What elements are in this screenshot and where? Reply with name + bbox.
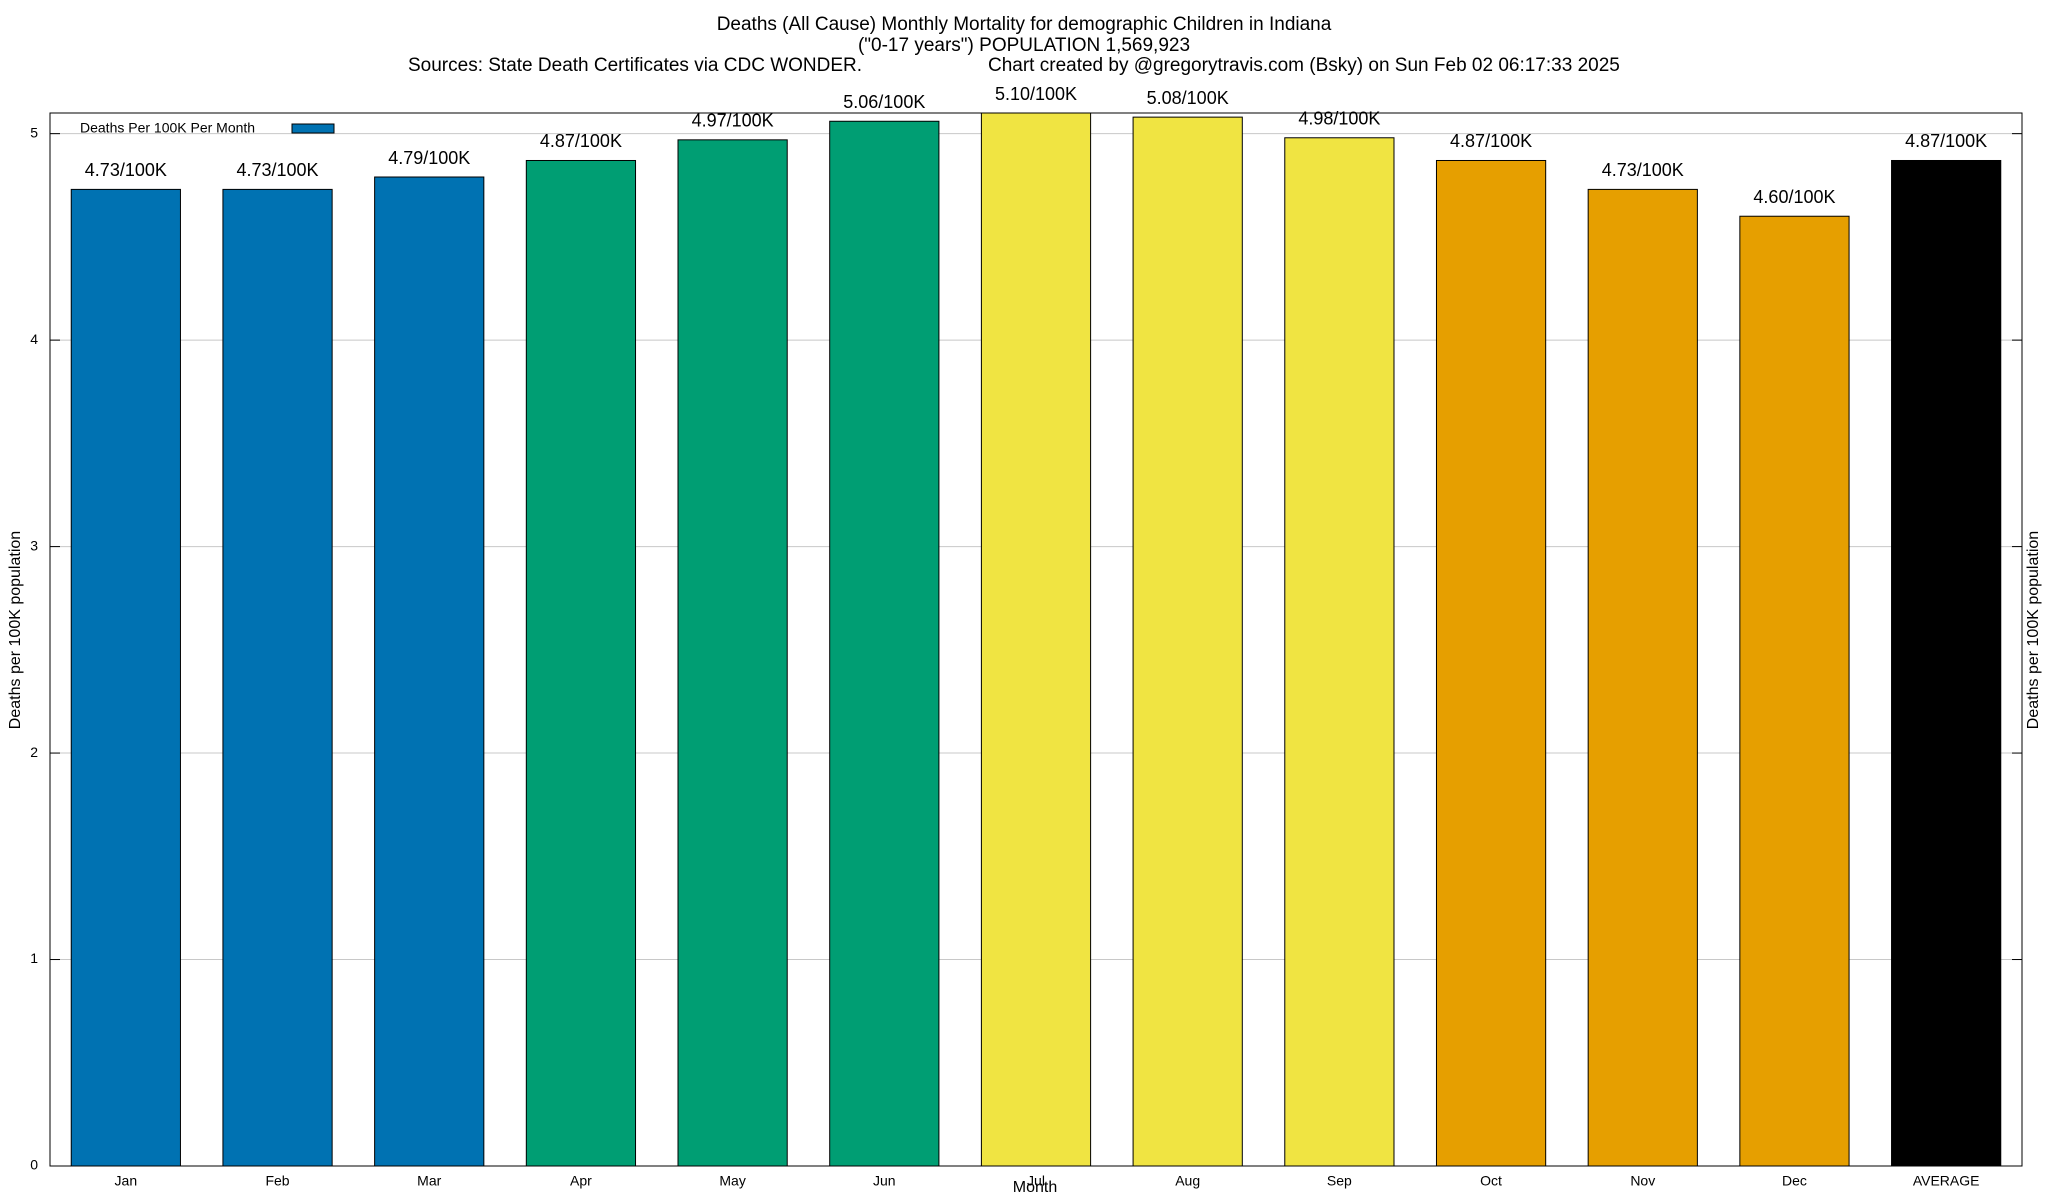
value-label: 4.98/100K <box>1298 109 1380 129</box>
bar <box>1284 137 1395 1167</box>
value-label: 5.08/100K <box>1147 88 1229 108</box>
value-label: 4.87/100K <box>1450 131 1532 151</box>
x-tick-label: Oct <box>1480 1173 1502 1189</box>
value-label: 4.87/100K <box>1905 131 1987 151</box>
bar <box>374 176 485 1167</box>
y-tick-label: 0 <box>30 1157 38 1173</box>
bar <box>980 112 1092 1167</box>
bar <box>1435 159 1547 1167</box>
x-tick-label: Nov <box>1630 1173 1655 1189</box>
x-tick-label: Sep <box>1327 1173 1352 1189</box>
bar <box>1587 188 1698 1167</box>
x-axis-label: Month <box>1013 1179 1057 1196</box>
value-label: 4.97/100K <box>692 111 774 131</box>
x-tick-label: Jun <box>873 1173 896 1189</box>
x-tick-label: Jan <box>115 1173 138 1189</box>
chart-source: Sources: State Death Certificates via CD… <box>408 55 862 76</box>
bar <box>70 188 181 1167</box>
y2-axis-label: Deaths per 100K population <box>2025 531 2042 729</box>
value-label: 4.60/100K <box>1753 187 1835 207</box>
x-tick-label: Mar <box>417 1173 441 1189</box>
value-label: 4.73/100K <box>1602 160 1684 180</box>
value-label: 4.73/100K <box>85 160 167 180</box>
legend-swatch <box>291 123 335 134</box>
y-axis-label: Deaths per 100K population <box>7 531 24 729</box>
bar <box>1132 116 1243 1167</box>
chart-title: Deaths (All Cause) Monthly Mortality for… <box>717 14 1332 35</box>
value-label: 4.79/100K <box>388 148 470 168</box>
y-tick-label: 1 <box>30 950 38 966</box>
x-tick-label: Jul <box>1027 1173 1045 1189</box>
bar <box>1739 215 1850 1167</box>
x-tick-label: AVERAGE <box>1913 1173 1980 1189</box>
bar <box>222 188 333 1167</box>
bar <box>829 120 940 1167</box>
value-label: 5.10/100K <box>995 84 1077 104</box>
bar <box>525 159 637 1167</box>
y-tick-label: 4 <box>30 331 38 347</box>
legend-label: Deaths Per 100K Per Month <box>80 120 255 136</box>
bar <box>1891 159 2002 1167</box>
chart-subtitle: ("0-17 years") POPULATION 1,569,923 <box>858 35 1190 56</box>
value-label: 5.06/100K <box>843 92 925 112</box>
value-label: 4.87/100K <box>540 131 622 151</box>
value-label: 4.73/100K <box>236 160 318 180</box>
x-tick-label: Dec <box>1782 1173 1807 1189</box>
chart-credit: Chart created by @gregorytravis.com (Bsk… <box>988 55 1620 76</box>
x-tick-label: May <box>719 1173 745 1189</box>
bar <box>677 139 788 1167</box>
x-tick-label: Apr <box>570 1173 592 1189</box>
y-tick-label: 5 <box>30 124 38 140</box>
y-tick-label: 2 <box>30 744 38 760</box>
x-tick-label: Aug <box>1175 1173 1200 1189</box>
y-tick-label: 3 <box>30 537 38 553</box>
plot-frame <box>49 112 2023 1167</box>
x-tick-label: Feb <box>265 1173 289 1189</box>
